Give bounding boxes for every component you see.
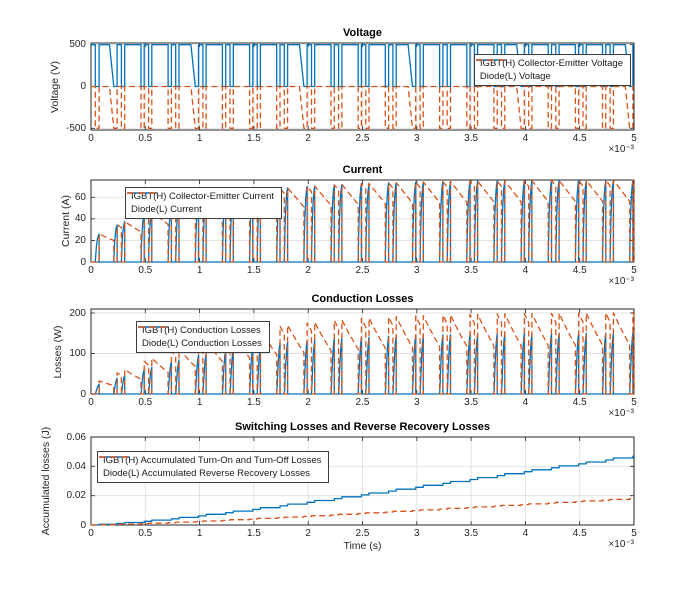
legend-label: IGBT(H) Accumulated Turn-On and Turn-Off… bbox=[103, 455, 322, 466]
x-tick-label: 5 bbox=[631, 397, 637, 408]
legend-row: Diode(L) Accumulated Reverse Recovery Lo… bbox=[99, 456, 321, 480]
x-tick-label: 4.5 bbox=[572, 133, 587, 144]
plot-title-4: Switching Losses and Reverse Recovery Lo… bbox=[235, 421, 490, 433]
legend-row: IGBT(H) Accumulated Turn-On and Turn-Off… bbox=[99, 454, 322, 467]
x-tick-label: 1.5 bbox=[246, 397, 261, 408]
dashed-line-sample-icon bbox=[475, 59, 506, 61]
y-tick-label: 20 bbox=[74, 234, 86, 246]
legend: IGBT(H) Collector-Emitter Current Diode(L… bbox=[125, 187, 283, 219]
x-tick-label: 3 bbox=[414, 528, 420, 539]
x-tick-label: 1 bbox=[196, 397, 203, 408]
y-tick-label: 0 bbox=[80, 388, 86, 400]
plot-title-2: Current bbox=[342, 164, 383, 176]
y-tick-label: 0.02 bbox=[66, 490, 86, 502]
legend: IGBT(H) Accumulated Turn-On and Turn-Off… bbox=[97, 451, 330, 483]
x-tick-label: 4.5 bbox=[572, 265, 587, 276]
y-tick-label: 60 bbox=[74, 191, 86, 203]
x-tick-label: 0 bbox=[88, 528, 94, 539]
x-tick-label: 3 bbox=[414, 133, 420, 144]
x-tick-label: 2 bbox=[305, 528, 311, 539]
x-tick-label: 3.5 bbox=[464, 133, 479, 144]
y-tick-label: -500 bbox=[65, 122, 86, 134]
series-line-igbt bbox=[91, 455, 634, 526]
x-tick-label: 2 bbox=[305, 133, 311, 144]
legend-label: Diode(L) Current bbox=[131, 204, 202, 215]
y-tick-label: 100 bbox=[69, 348, 86, 360]
x-tick-label: 2 bbox=[305, 265, 311, 276]
x-tick-label: 5 bbox=[631, 133, 637, 144]
y-tick-label: 0.06 bbox=[66, 431, 86, 443]
x-tick-label: 4 bbox=[522, 528, 529, 539]
x-tick-label: 2.5 bbox=[355, 133, 370, 144]
x-tick-label: 3.5 bbox=[464, 265, 479, 276]
x-tick-label: 1 bbox=[196, 265, 203, 276]
x-axis-exponent: ×10⁻³ bbox=[608, 276, 634, 287]
legend-label: Diode(L) Voltage bbox=[479, 71, 551, 82]
x-tick-label: 3.5 bbox=[464, 528, 479, 539]
y-tick-label: 40 bbox=[74, 213, 86, 225]
x-axis-exponent: ×10⁻³ bbox=[608, 539, 634, 550]
legend-label: IGBT(H) Collector-Emitter Current bbox=[131, 191, 275, 202]
x-tick-label: 4.5 bbox=[572, 397, 587, 408]
series-line-diode bbox=[91, 312, 635, 395]
x-tick-label: 2.5 bbox=[355, 397, 370, 408]
legend: IGBT(H) Conduction Losses Diode(L) Conduc… bbox=[136, 321, 270, 353]
x-tick-label: 0.5 bbox=[138, 265, 153, 276]
plot-title-1: Voltage bbox=[343, 27, 382, 39]
x-tick-label: 5 bbox=[631, 528, 637, 539]
y-tick-label: 0 bbox=[80, 81, 86, 92]
legend-label: Diode(L) Accumulated Reverse Recovery Lo… bbox=[103, 468, 310, 479]
plot-title-3: Conduction Losses bbox=[311, 293, 414, 305]
series-line-diode bbox=[91, 179, 635, 263]
x-tick-label: 4 bbox=[522, 397, 529, 408]
x-tick-label: 3.5 bbox=[464, 397, 479, 408]
x-axis-exponent: ×10⁻³ bbox=[608, 144, 634, 155]
legend-label: IGBT(H) Collector-Emitter Voltage bbox=[479, 58, 623, 69]
x-tick-label: 4.5 bbox=[572, 528, 587, 539]
x-tick-label: 3 bbox=[414, 265, 420, 276]
x-tick-label: 4 bbox=[522, 133, 529, 144]
y-tick-label: 0.04 bbox=[66, 460, 86, 472]
x-tick-label: 1.5 bbox=[246, 265, 261, 276]
dashed-line-sample-icon bbox=[99, 456, 129, 458]
x-tick-label: 5 bbox=[631, 265, 637, 276]
series-line-diode bbox=[91, 497, 634, 526]
legend-row: Diode(L) Conduction Losses bbox=[138, 326, 262, 350]
x-tick-label: 3 bbox=[414, 397, 420, 408]
x-tick-label: 0.5 bbox=[138, 397, 153, 408]
x-axis-label: Time (s) bbox=[343, 540, 382, 552]
legend-label: IGBT(H) Conduction Losses bbox=[142, 325, 261, 336]
x-tick-label: 1 bbox=[196, 528, 203, 539]
y-tick-label: 200 bbox=[69, 307, 86, 319]
x-tick-label: 1 bbox=[196, 133, 203, 144]
x-tick-label: 2.5 bbox=[355, 528, 370, 539]
x-tick-label: 4 bbox=[522, 265, 529, 276]
legend: IGBT(H) Collector-Emitter Voltage Diode(L… bbox=[473, 54, 631, 86]
y-tick-label: 500 bbox=[69, 39, 86, 51]
x-tick-label: 0.5 bbox=[138, 133, 153, 144]
x-axis-exponent: ×10⁻³ bbox=[608, 408, 634, 419]
y-tick-label: 0 bbox=[80, 519, 86, 531]
x-tick-label: 1.5 bbox=[246, 133, 261, 144]
x-tick-label: 2.5 bbox=[355, 265, 370, 276]
x-tick-label: 2 bbox=[305, 397, 311, 408]
legend-row: Diode(L) Current bbox=[127, 192, 274, 216]
y-tick-label: 0 bbox=[80, 256, 86, 268]
dashed-line-sample-icon bbox=[127, 192, 157, 194]
x-tick-label: 0 bbox=[88, 133, 94, 144]
x-tick-label: 1.5 bbox=[246, 528, 261, 539]
x-tick-label: 0 bbox=[88, 397, 94, 408]
legend-label: Diode(L) Conduction Losses bbox=[142, 338, 262, 349]
legend-row: Diode(L) Voltage bbox=[475, 59, 623, 83]
series-line-diode bbox=[91, 85, 634, 129]
dashed-line-sample-icon bbox=[138, 326, 168, 328]
x-tick-label: 0.5 bbox=[138, 528, 153, 539]
x-tick-label: 0 bbox=[88, 265, 94, 276]
series-line-igbt bbox=[91, 332, 634, 395]
